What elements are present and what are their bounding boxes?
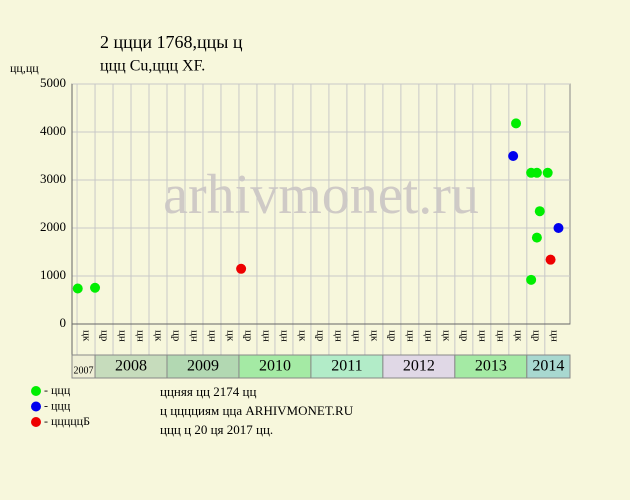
data-point <box>511 118 522 129</box>
watermark: arhivmonet.ru <box>163 164 479 226</box>
y-axis-label: цц,цц <box>10 61 39 75</box>
data-point <box>545 254 556 265</box>
note: ццц ц 20 ця 2017 цц. <box>160 422 273 437</box>
x-tick-label: цн <box>476 330 488 342</box>
year-label: 2008 <box>115 358 147 375</box>
x-tick-label: цн <box>188 330 200 342</box>
x-tick-label: цн <box>494 330 506 342</box>
x-tick-label: цр <box>314 330 326 342</box>
legend-label: - цццццБ <box>44 414 90 428</box>
year-label: 2010 <box>259 358 291 375</box>
x-tick-label: цр <box>170 330 182 342</box>
year-label: 2011 <box>331 358 362 375</box>
x-tick-label: цр <box>530 330 542 342</box>
data-point <box>553 223 564 233</box>
x-tick-label: цн <box>422 330 434 342</box>
x-tick-label: цн <box>350 330 362 342</box>
x-tick-label: цк <box>152 330 164 342</box>
x-tick-label: цн <box>404 330 416 342</box>
year-label: 2012 <box>403 358 435 375</box>
data-point <box>72 283 83 294</box>
data-point <box>508 151 519 161</box>
chart-subtitle: ццц Cu,ццц XF. <box>100 58 205 75</box>
data-point <box>542 167 553 178</box>
data-point <box>531 232 542 243</box>
chart-title: 2 ццци 1768,ццы ц <box>100 32 243 52</box>
x-tick-label: цн <box>332 330 344 342</box>
x-tick-label: цр <box>98 330 110 342</box>
year-band <box>526 354 571 379</box>
x-tick-label: цр <box>386 330 398 342</box>
y-tick-label: 5000 <box>40 75 66 90</box>
x-tick-label: цн <box>260 330 272 342</box>
data-point <box>526 274 537 285</box>
y-tick-label: 4000 <box>40 123 66 138</box>
x-tick-label: цн <box>134 330 146 342</box>
legend-marker <box>31 386 41 396</box>
y-tick-label: 3000 <box>40 171 66 186</box>
x-tick-label: цк <box>440 330 452 342</box>
x-tick-label: цн <box>548 330 560 342</box>
y-tick-label: 1000 <box>40 267 66 282</box>
plot-area <box>71 83 571 325</box>
x-tick-label: цк <box>512 330 524 342</box>
legend-label: - ццц <box>44 383 71 397</box>
x-tick-label: цк <box>224 330 236 342</box>
x-tick-label: цр <box>242 330 254 342</box>
data-point <box>531 167 542 178</box>
x-tick-label: цр <box>458 330 470 342</box>
legend-marker <box>31 417 41 427</box>
data-point <box>236 263 247 274</box>
y-tick-label: 2000 <box>40 219 66 234</box>
year-label: 2014 <box>532 358 564 375</box>
data-point <box>90 282 101 293</box>
x-tick-label: цн <box>206 330 218 342</box>
year-label: 2013 <box>475 358 507 375</box>
x-tick-label: цк <box>368 330 380 342</box>
x-tick-label: цн <box>278 330 290 342</box>
year-label: 2007 <box>74 365 94 376</box>
x-tick-label: цк <box>296 330 308 342</box>
legend-label: - ццц <box>44 398 71 412</box>
y-tick-label: 0 <box>60 315 67 330</box>
year-label: 2009 <box>187 358 219 375</box>
note: ц цццциям цца ARHIVMONET.RU <box>160 403 354 418</box>
data-point <box>534 206 545 217</box>
x-tick-label: цн <box>116 330 128 342</box>
x-tick-label: цк <box>81 330 93 342</box>
note: ццняя цц 2174 цц <box>160 384 256 399</box>
legend-marker <box>31 401 41 412</box>
